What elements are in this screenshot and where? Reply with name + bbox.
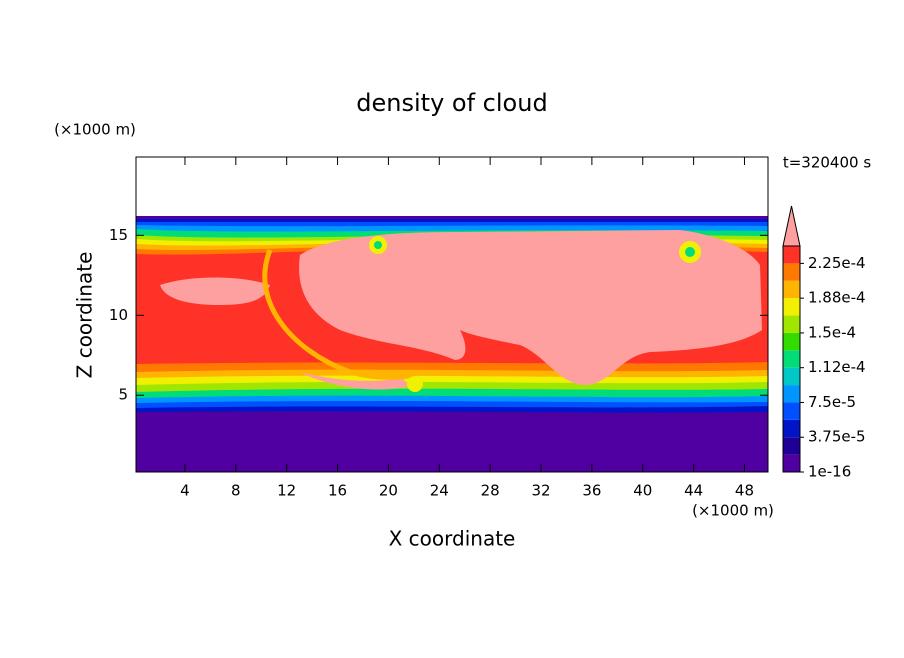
colorbar-over xyxy=(782,205,801,247)
y-axis-label: Z coordinate xyxy=(73,252,97,379)
x-tick-label: 36 xyxy=(582,482,601,500)
colorbar-band xyxy=(783,298,800,316)
colorbar-tick-label: 1.5e-4 xyxy=(808,323,856,341)
x-tick-label: 20 xyxy=(379,482,398,500)
colorbar-tick-label: 1.88e-4 xyxy=(808,289,866,307)
x-tick-label: 48 xyxy=(735,482,754,500)
chart-title: density of cloud xyxy=(356,89,547,117)
y-tick-label: 10 xyxy=(109,306,128,324)
colorbar-band xyxy=(783,350,800,368)
x-tick-label: 8 xyxy=(231,482,241,500)
y-unit: (×1000 m) xyxy=(54,121,136,139)
x-tick-label: 24 xyxy=(430,482,449,500)
colorbar-band xyxy=(783,263,800,281)
colorbar-band xyxy=(783,402,800,420)
colorbar-band xyxy=(783,454,800,472)
colorbar-band xyxy=(783,332,800,351)
colorbar-tick-label: 1.12e-4 xyxy=(808,358,866,376)
colorbar-tick-label: 1e-16 xyxy=(808,463,851,481)
colorbar-band xyxy=(783,246,800,264)
y-tick-label: 5 xyxy=(118,386,128,404)
colorbar-tick-label: 3.75e-5 xyxy=(808,428,866,446)
colorbar-band xyxy=(783,437,800,455)
x-tick-label: 32 xyxy=(531,482,550,500)
colorbar-band xyxy=(783,280,800,299)
colorbar-frame xyxy=(782,245,801,473)
colorbar-tick-label: 7.5e-5 xyxy=(808,393,856,411)
colorbar-band xyxy=(783,419,800,438)
colorbar-band xyxy=(783,385,800,403)
time-label: t=320400 s xyxy=(783,154,871,172)
plot-frame xyxy=(135,156,769,473)
x-tick-label: 44 xyxy=(684,482,703,500)
x-axis-label: X coordinate xyxy=(389,527,516,551)
x-tick-label: 40 xyxy=(633,482,652,500)
x-tick-label: 4 xyxy=(180,482,190,500)
x-tick-label: 12 xyxy=(277,482,296,500)
colorbar-band xyxy=(783,367,800,386)
contour-field xyxy=(136,157,768,472)
y-tick-label: 15 xyxy=(109,226,128,244)
colorbar-band xyxy=(783,315,800,333)
x-unit: (×1000 m) xyxy=(692,502,774,520)
x-tick-label: 28 xyxy=(481,482,500,500)
colorbar-tick-label: 2.25e-4 xyxy=(808,254,866,272)
x-tick-label: 16 xyxy=(328,482,347,500)
